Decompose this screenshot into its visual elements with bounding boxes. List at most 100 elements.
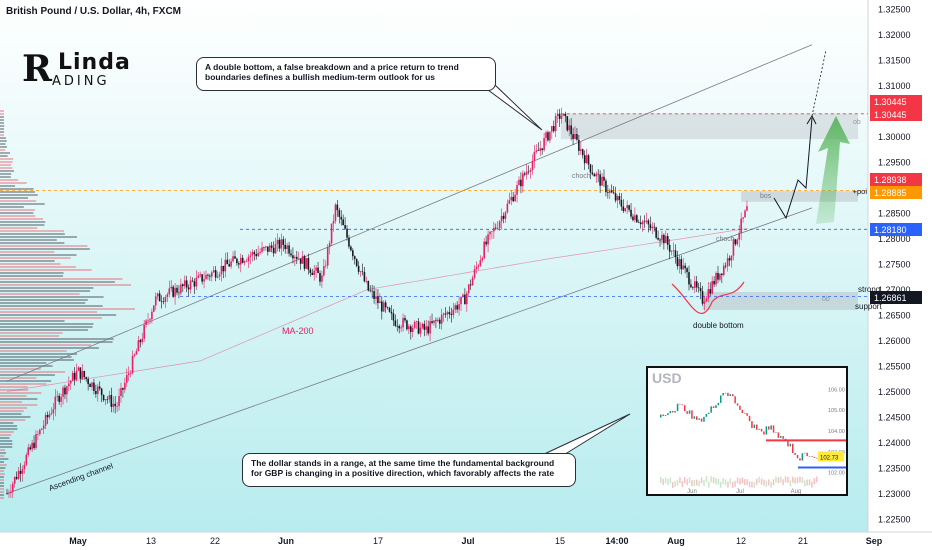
profile-bar — [0, 113, 4, 115]
candle-body — [692, 287, 694, 288]
inset-svg: 106.00105.00104.00103.00102.00JunJulAug1… — [660, 387, 846, 494]
profile-bar — [0, 356, 72, 358]
candle-body — [504, 212, 507, 219]
inset-volume-bar — [813, 478, 816, 485]
candle-body — [527, 171, 530, 173]
candle-body — [307, 258, 310, 270]
candle-body — [158, 293, 161, 302]
inset-volume-bar — [782, 479, 784, 486]
candle-body — [379, 301, 381, 304]
price-tick-label: 1.24500 — [878, 413, 911, 423]
candle-body — [210, 272, 213, 277]
green-up-arrow — [816, 116, 850, 224]
candle-body — [31, 442, 33, 450]
candle-body — [238, 263, 240, 265]
candle-body — [288, 245, 290, 254]
candle-body — [377, 296, 379, 304]
candle-body — [79, 367, 82, 379]
candle-body — [69, 380, 72, 384]
profile-bar — [0, 152, 11, 154]
inset-candle — [734, 396, 736, 404]
candle-body — [209, 275, 211, 277]
profile-bar — [0, 332, 63, 334]
candle-body — [502, 215, 505, 219]
candle-body — [448, 312, 451, 315]
bottom-callout-pointer — [539, 413, 631, 457]
price-tick-label: 1.32500 — [878, 5, 911, 15]
candle-body — [21, 469, 24, 474]
inset-volume-bar — [763, 479, 765, 486]
candle-body — [732, 239, 735, 256]
candle-body — [413, 322, 416, 329]
inset-candle — [756, 424, 758, 430]
time-tick-label: 12 — [736, 536, 746, 546]
price-tick-label: 1.27000 — [878, 285, 911, 295]
candle-body — [415, 321, 418, 323]
candle-body — [197, 275, 200, 278]
candle-body — [139, 340, 142, 343]
candle-body — [282, 239, 285, 245]
candle-body — [352, 250, 354, 257]
inset-volume-bar — [751, 481, 753, 488]
top-callout-pointer — [479, 83, 543, 131]
price-tick-label: 1.28500 — [878, 209, 911, 219]
inset-candle — [708, 412, 710, 414]
candle-body — [433, 320, 435, 323]
candle-body — [29, 447, 31, 450]
candle-body — [531, 160, 534, 171]
candle-body — [398, 325, 400, 329]
inset-candle — [717, 402, 720, 406]
candle-body — [212, 270, 215, 273]
profile-bar — [0, 485, 4, 487]
callout-pointers — [479, 83, 631, 457]
candle-body — [508, 200, 511, 204]
price-tick-label: 1.30000 — [878, 132, 911, 142]
candle-body — [46, 415, 49, 418]
candle-body — [736, 239, 739, 245]
candle-body — [523, 173, 526, 175]
candle-body — [599, 174, 601, 186]
candle-body — [473, 269, 476, 278]
time-tick-label: 22 — [210, 536, 220, 546]
candle-body — [657, 237, 659, 240]
candle-body — [539, 148, 542, 151]
profile-bar — [0, 329, 88, 331]
candle-body — [709, 289, 712, 294]
candle-body — [87, 378, 89, 385]
profile-bar — [0, 266, 76, 268]
profile-bar — [0, 479, 4, 481]
candle-body — [641, 221, 644, 225]
inset-candle — [794, 453, 796, 455]
candle-body — [284, 244, 287, 249]
time-tick-label: May — [69, 536, 87, 546]
candle-body — [574, 134, 576, 139]
candle-body — [661, 234, 663, 241]
bottom-callout: The dollar stands in a range, at the sam… — [242, 453, 576, 487]
profile-bar — [0, 119, 4, 121]
candle-body — [48, 414, 51, 418]
candle-body — [122, 388, 124, 390]
candle-body — [475, 266, 478, 270]
candle-body — [394, 320, 397, 326]
candle-body — [193, 281, 196, 287]
inset-volume-bar — [816, 476, 818, 483]
candle-body — [228, 264, 230, 267]
candle-body — [305, 258, 308, 269]
inset-volume-bar — [669, 477, 672, 484]
candle-body — [454, 305, 457, 310]
candle-body — [313, 270, 315, 275]
inset-candle — [703, 416, 705, 422]
candle-body — [71, 372, 74, 381]
candle-body — [498, 221, 501, 229]
profile-bar — [0, 488, 4, 490]
bos-label: bos — [760, 193, 772, 200]
inset-volume-bar — [804, 480, 806, 487]
candle-body — [390, 311, 393, 314]
candle-body — [585, 155, 588, 164]
candle-body — [587, 155, 590, 165]
candles — [6, 107, 748, 498]
price-badge-label: 1.30445 — [874, 97, 907, 107]
inset-title: USD — [652, 370, 682, 386]
inset-volume-bar — [760, 478, 763, 485]
profile-bar — [0, 233, 65, 235]
